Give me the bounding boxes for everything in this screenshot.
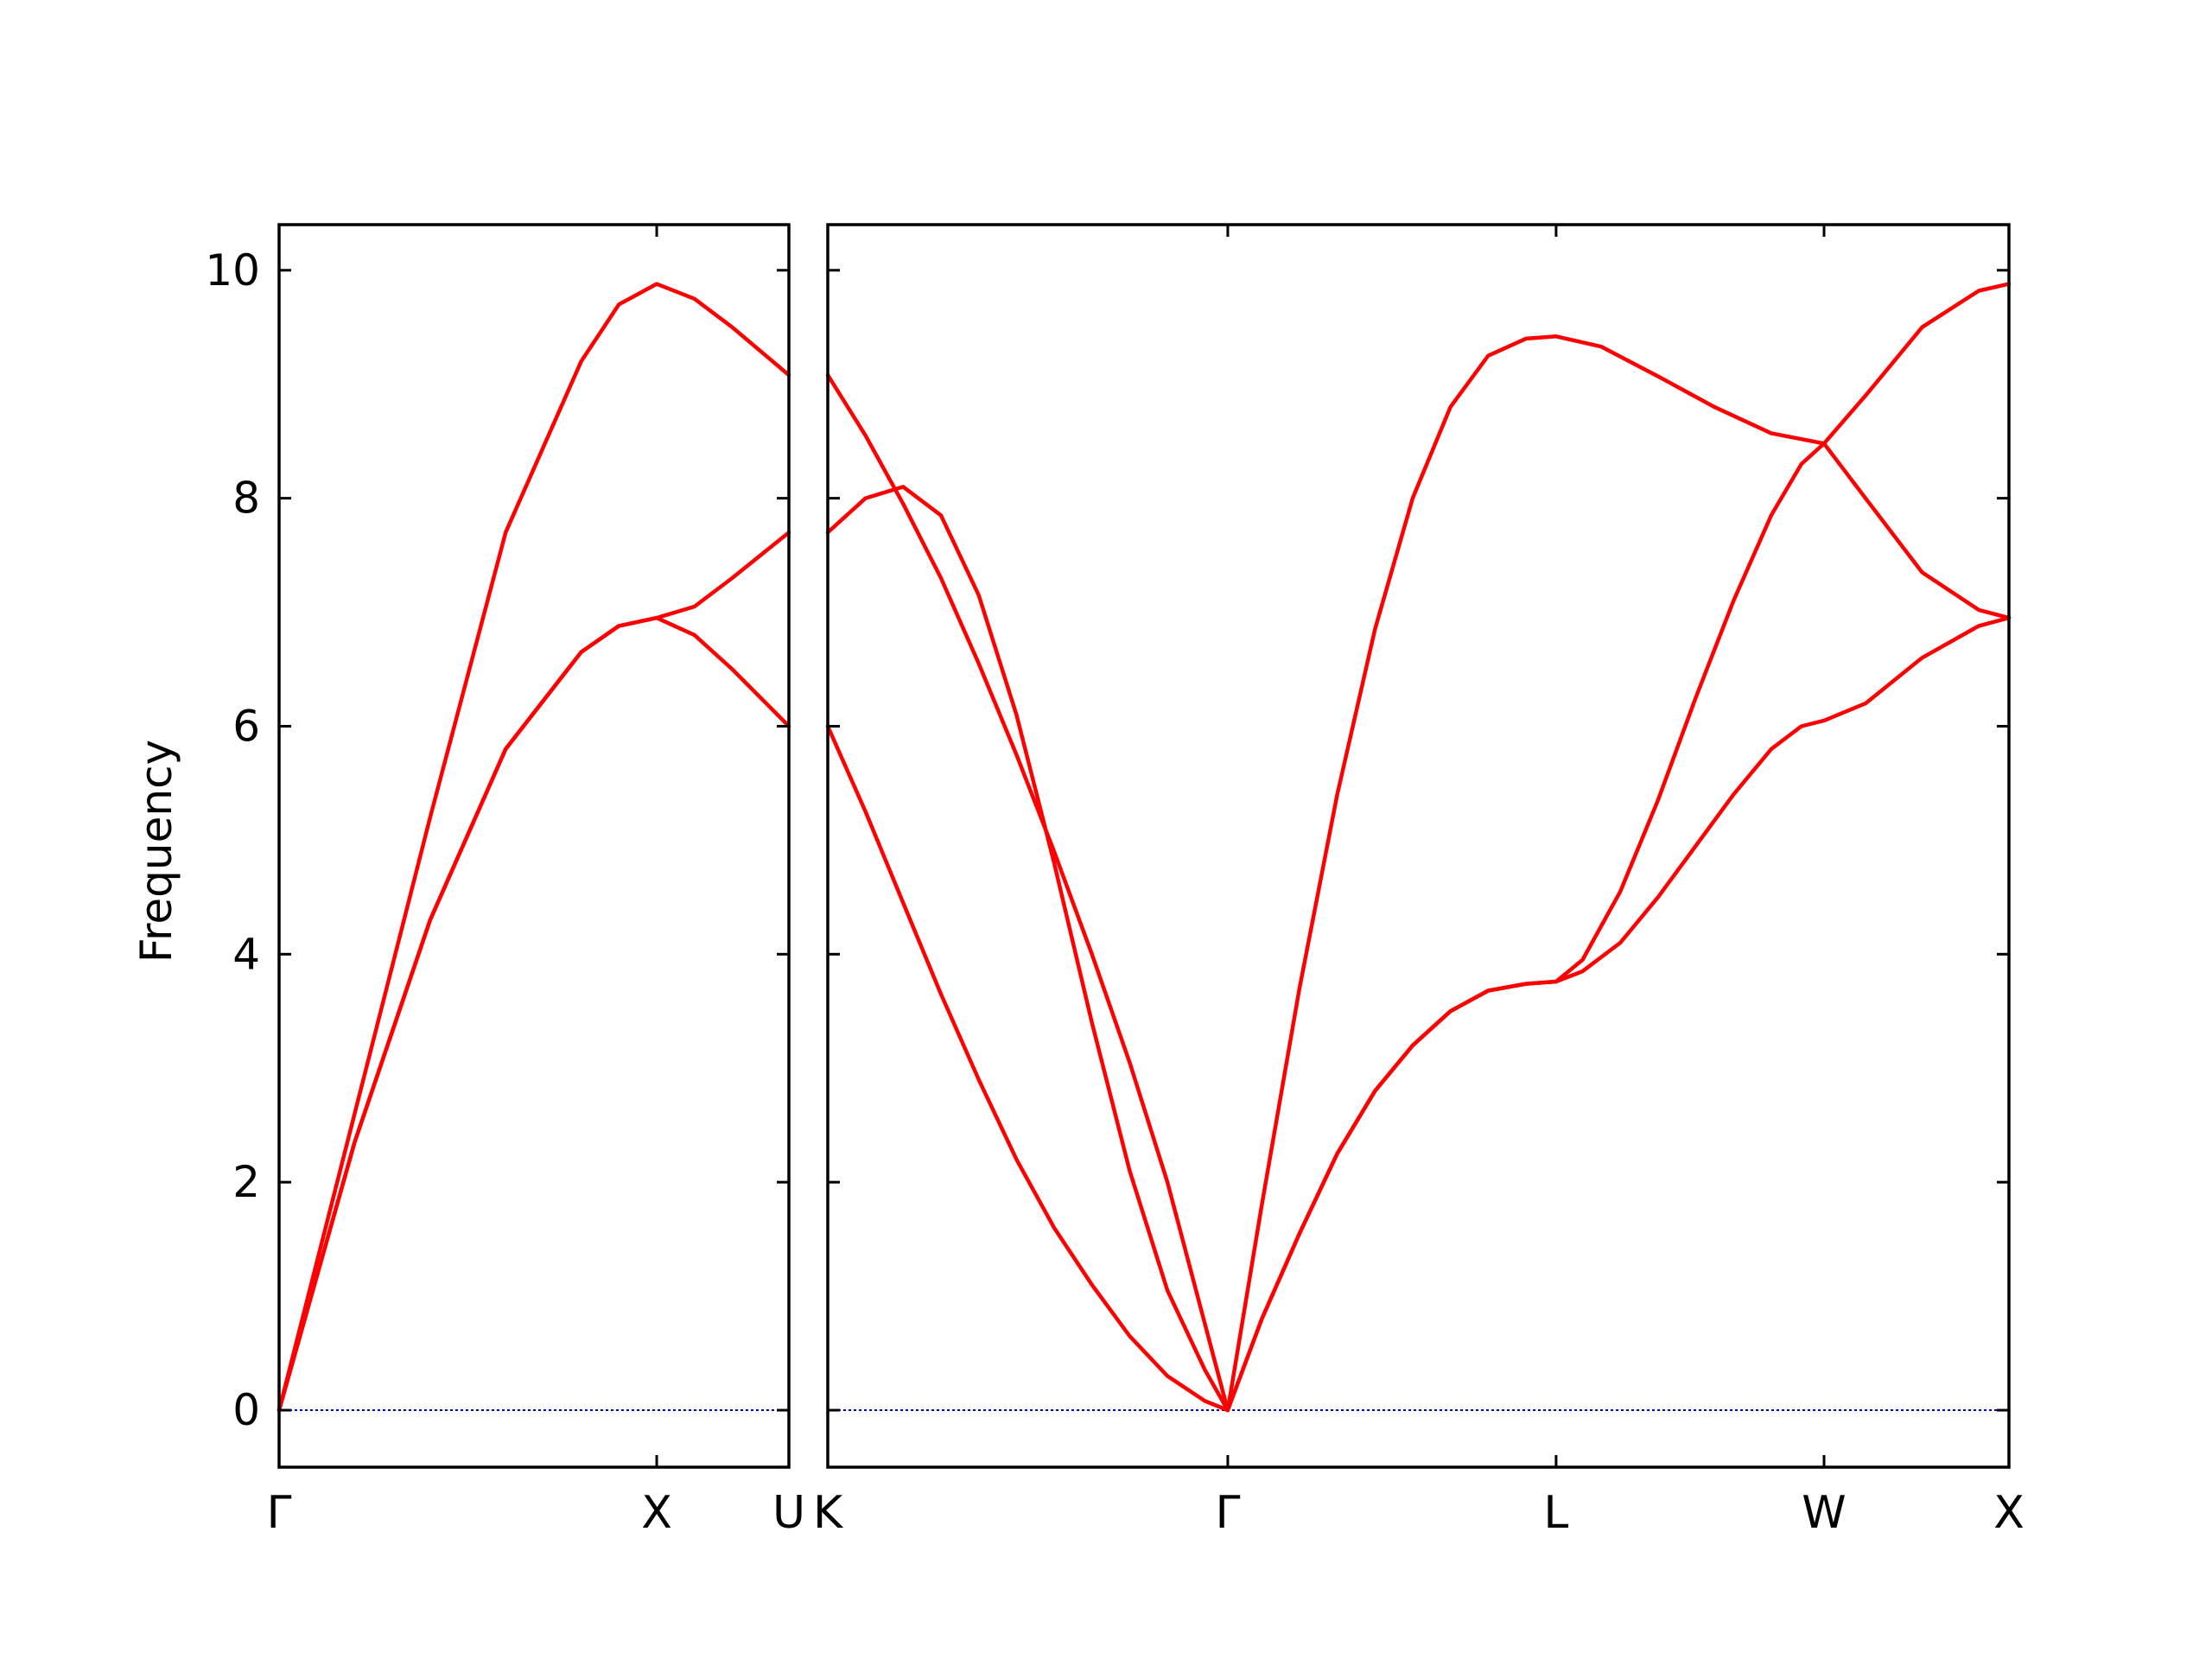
x-tick-label: K [813,1487,844,1539]
x-tick-label: W [1802,1487,1846,1539]
y-tick-label: 6 [232,701,260,751]
plot-frame [277,223,791,1469]
x-tick-label: L [1543,1487,1568,1539]
plot-frame [826,223,2011,1469]
series-line-2-2 [825,485,1230,1413]
x-tick-label: X [641,1487,672,1539]
series-line-2-4 [1225,282,2012,1413]
x-tick-label: Γ [1215,1487,1240,1539]
y-tick-label: 4 [232,929,260,979]
y-tick-label: 10 [205,245,260,296]
series-line-2-5 [1225,442,2012,1413]
x-tick-label: X [1993,1487,2024,1539]
series-line-2-6 [1225,615,2012,1413]
series-line-1-3 [276,615,791,1413]
series-line-1-2 [276,530,791,1413]
y-axis-label: Frequency [131,740,181,963]
series-line-2-1 [825,372,1230,1413]
series-line-1-1 [276,282,791,1413]
panel-1: 0 2 4 6 8 10 Γ X U [205,223,805,1539]
y-tick-label: 0 [232,1385,260,1435]
x-tick-label: Γ [267,1487,292,1539]
y-tick-label: 8 [232,474,260,524]
x-tick-label: U [772,1487,805,1539]
series-line-2-3 [825,724,1230,1413]
y-tick-label: 2 [232,1157,260,1207]
chart-panels: 0 2 4 6 8 10 Γ X U K Γ L W X [205,223,2024,1539]
